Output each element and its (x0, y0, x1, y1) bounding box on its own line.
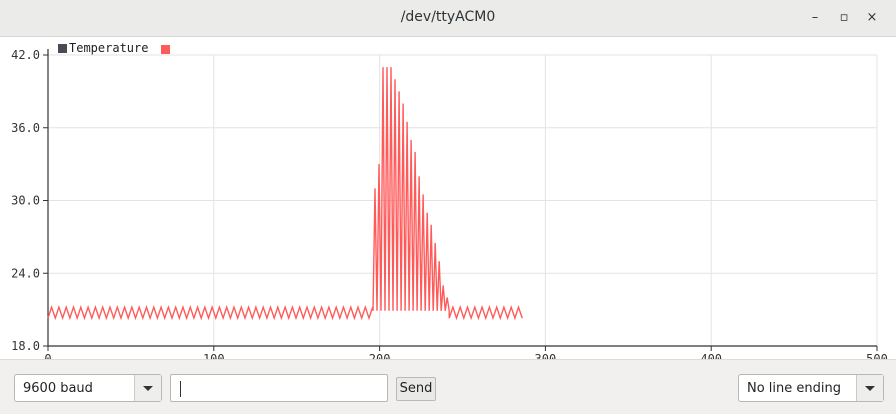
x-tick-label: 0 (44, 352, 51, 359)
title-bar[interactable]: /dev/ttyACM0 – ▫ × (0, 0, 896, 37)
minimize-button[interactable]: – (811, 10, 819, 25)
close-button[interactable]: × (866, 10, 878, 25)
baud-rate-select[interactable]: 9600 baud (14, 374, 162, 402)
x-tick-label: 400 (700, 352, 722, 359)
baud-rate-value: 9600 baud (23, 381, 93, 396)
plot-area: 0 100 200 300 400 500 18.0 24.0 30.0 36.0 42.0 Tem… (0, 37, 896, 359)
legend-marker-dark (58, 44, 67, 53)
legend-label: Temperature (69, 41, 148, 55)
y-tick-label: 30.0 (11, 194, 40, 208)
series-layer (47, 67, 523, 321)
bottom-toolbar: 9600 baud Send No line ending (0, 359, 896, 414)
series-line-temperature (47, 67, 523, 321)
tick-labels: 0 100 200 300 400 500 18.0 24.0 30.0 36.0 42.0 (11, 48, 888, 359)
send-text-input[interactable] (170, 374, 388, 402)
x-tick-label: 200 (369, 352, 391, 359)
line-ending-dropdown-button[interactable] (856, 375, 883, 401)
y-tick-label: 24.0 (11, 266, 40, 280)
window-title: /dev/ttyACM0 (400, 9, 496, 25)
y-tick-label: 36.0 (11, 121, 40, 135)
x-tick-label: 100 (203, 352, 225, 359)
x-tick-label: 500 (866, 352, 888, 359)
legend-marker-temperature (161, 45, 170, 54)
x-tick-label: 300 (535, 352, 557, 359)
chevron-down-icon (143, 386, 153, 391)
y-tick-label: 18.0 (11, 339, 40, 353)
grid (47, 54, 878, 347)
baud-dropdown-button[interactable] (134, 375, 161, 401)
legend: Temperature (58, 41, 170, 55)
y-tick-label: 42.0 (11, 48, 40, 62)
chevron-down-icon (865, 386, 875, 391)
send-button[interactable]: Send (396, 377, 436, 401)
temperature-chart: 0 100 200 300 400 500 18.0 24.0 30.0 36.0 42.0 Tem… (11, 41, 888, 359)
line-ending-value: No line ending (747, 381, 841, 396)
line-ending-select[interactable]: No line ending (738, 374, 884, 402)
axes (43, 49, 878, 351)
text-caret (180, 381, 181, 397)
maximize-button[interactable]: ▫ (839, 10, 849, 25)
